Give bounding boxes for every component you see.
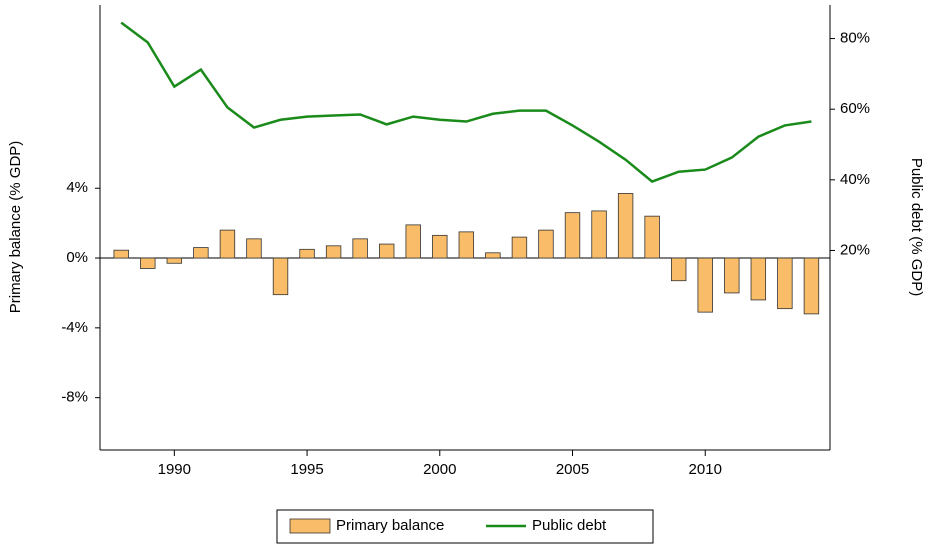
legend-label: Public debt xyxy=(532,517,607,534)
bar xyxy=(272,257,289,296)
bar xyxy=(246,238,262,259)
y-axis-label: Primary balance (% GDP) xyxy=(7,141,24,314)
bar xyxy=(113,249,129,259)
bar xyxy=(432,234,448,259)
bar xyxy=(670,257,687,282)
x-tick-label: 2005 xyxy=(556,461,589,478)
y2-tick-label: 20% xyxy=(840,241,870,258)
x-tick-label: 1990 xyxy=(158,461,191,478)
y-tick-label: -4% xyxy=(61,319,88,336)
bar xyxy=(617,193,634,259)
bar xyxy=(140,257,156,269)
bar xyxy=(485,252,501,259)
x-tick-label: 2010 xyxy=(689,461,722,478)
bar xyxy=(193,247,209,259)
bar xyxy=(750,257,767,301)
x-tick-label: 1995 xyxy=(290,461,323,478)
y-tick-label: 4% xyxy=(66,179,88,196)
y2-axis-label: Public debt (% GDP) xyxy=(908,158,925,296)
bar xyxy=(511,236,528,259)
bar xyxy=(644,215,660,259)
y2-tick-label: 80% xyxy=(840,30,870,47)
bar xyxy=(724,257,740,294)
bar xyxy=(458,231,475,259)
line xyxy=(120,21,812,184)
bar xyxy=(777,257,793,310)
y2-tick-label: 40% xyxy=(840,171,870,188)
y-tick-label: -8% xyxy=(61,389,88,406)
legend-swatch xyxy=(289,518,331,534)
bar xyxy=(697,257,713,313)
bar xyxy=(803,257,820,315)
legend-box xyxy=(276,509,654,544)
y2-tick-label: 60% xyxy=(840,100,870,117)
y-tick-label: 0% xyxy=(66,249,88,266)
bar xyxy=(538,229,554,259)
x-tick-label: 2000 xyxy=(423,461,456,478)
legend-label: Primary balance xyxy=(336,517,444,534)
bar xyxy=(166,257,183,264)
bar xyxy=(378,243,395,259)
bar xyxy=(325,245,342,259)
bar xyxy=(591,210,607,259)
bar xyxy=(405,224,421,259)
bar xyxy=(352,238,368,259)
bar xyxy=(564,212,581,259)
bar xyxy=(299,248,315,259)
bar xyxy=(219,229,236,259)
